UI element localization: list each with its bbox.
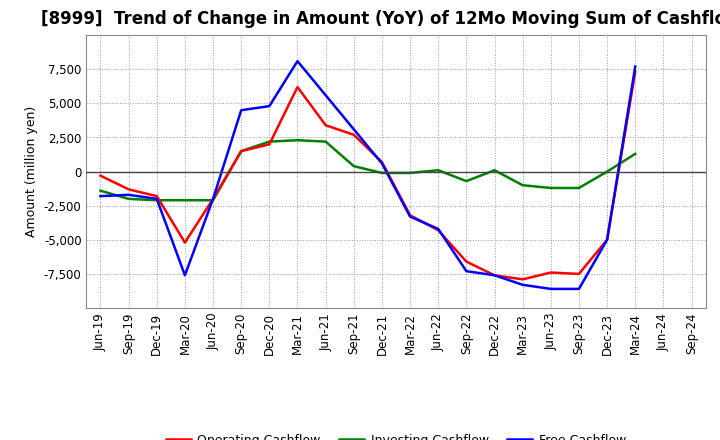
- Operating Cashflow: [377, 159, 386, 165]
- Operating Cashflow: [237, 149, 246, 154]
- Investing Cashflow: [377, 170, 386, 176]
- Investing Cashflow: [631, 151, 639, 157]
- Operating Cashflow: [603, 237, 611, 242]
- Free Cashflow: [406, 214, 415, 219]
- Free Cashflow: [153, 196, 161, 202]
- Free Cashflow: [575, 286, 583, 292]
- Operating Cashflow: [125, 187, 133, 192]
- Investing Cashflow: [209, 198, 217, 203]
- Investing Cashflow: [518, 183, 527, 188]
- Investing Cashflow: [321, 139, 330, 144]
- Investing Cashflow: [293, 138, 302, 143]
- Operating Cashflow: [349, 132, 358, 137]
- Operating Cashflow: [321, 123, 330, 128]
- Operating Cashflow: [490, 273, 499, 278]
- Operating Cashflow: [406, 213, 415, 218]
- Investing Cashflow: [546, 185, 555, 191]
- Title: [8999]  Trend of Change in Amount (YoY) of 12Mo Moving Sum of Cashflows: [8999] Trend of Change in Amount (YoY) o…: [41, 10, 720, 28]
- Free Cashflow: [96, 194, 105, 199]
- Free Cashflow: [490, 273, 499, 278]
- Investing Cashflow: [462, 179, 471, 184]
- Operating Cashflow: [575, 271, 583, 277]
- Investing Cashflow: [96, 188, 105, 193]
- Free Cashflow: [349, 127, 358, 132]
- Investing Cashflow: [490, 168, 499, 173]
- Free Cashflow: [377, 161, 386, 166]
- Line: Free Cashflow: Free Cashflow: [101, 61, 635, 289]
- Investing Cashflow: [603, 169, 611, 174]
- Free Cashflow: [209, 196, 217, 202]
- Free Cashflow: [518, 282, 527, 287]
- Free Cashflow: [546, 286, 555, 292]
- Operating Cashflow: [518, 277, 527, 282]
- Investing Cashflow: [181, 198, 189, 203]
- Operating Cashflow: [434, 227, 443, 233]
- Free Cashflow: [631, 64, 639, 69]
- Free Cashflow: [237, 107, 246, 113]
- Free Cashflow: [603, 237, 611, 242]
- Free Cashflow: [321, 92, 330, 98]
- Investing Cashflow: [349, 164, 358, 169]
- Operating Cashflow: [462, 259, 471, 264]
- Free Cashflow: [434, 226, 443, 231]
- Free Cashflow: [125, 192, 133, 198]
- Free Cashflow: [181, 273, 189, 278]
- Operating Cashflow: [631, 70, 639, 75]
- Operating Cashflow: [293, 84, 302, 90]
- Investing Cashflow: [153, 198, 161, 203]
- Operating Cashflow: [209, 196, 217, 202]
- Investing Cashflow: [434, 168, 443, 173]
- Investing Cashflow: [265, 139, 274, 144]
- Investing Cashflow: [237, 149, 246, 154]
- Operating Cashflow: [153, 194, 161, 199]
- Operating Cashflow: [546, 270, 555, 275]
- Legend: Operating Cashflow, Investing Cashflow, Free Cashflow: Operating Cashflow, Investing Cashflow, …: [161, 429, 631, 440]
- Free Cashflow: [265, 103, 274, 109]
- Operating Cashflow: [181, 240, 189, 245]
- Operating Cashflow: [96, 173, 105, 178]
- Operating Cashflow: [265, 142, 274, 147]
- Line: Operating Cashflow: Operating Cashflow: [101, 72, 635, 279]
- Free Cashflow: [293, 59, 302, 64]
- Y-axis label: Amount (million yen): Amount (million yen): [25, 106, 38, 237]
- Investing Cashflow: [125, 196, 133, 202]
- Investing Cashflow: [575, 185, 583, 191]
- Line: Investing Cashflow: Investing Cashflow: [101, 140, 635, 200]
- Free Cashflow: [462, 268, 471, 274]
- Investing Cashflow: [406, 170, 415, 176]
